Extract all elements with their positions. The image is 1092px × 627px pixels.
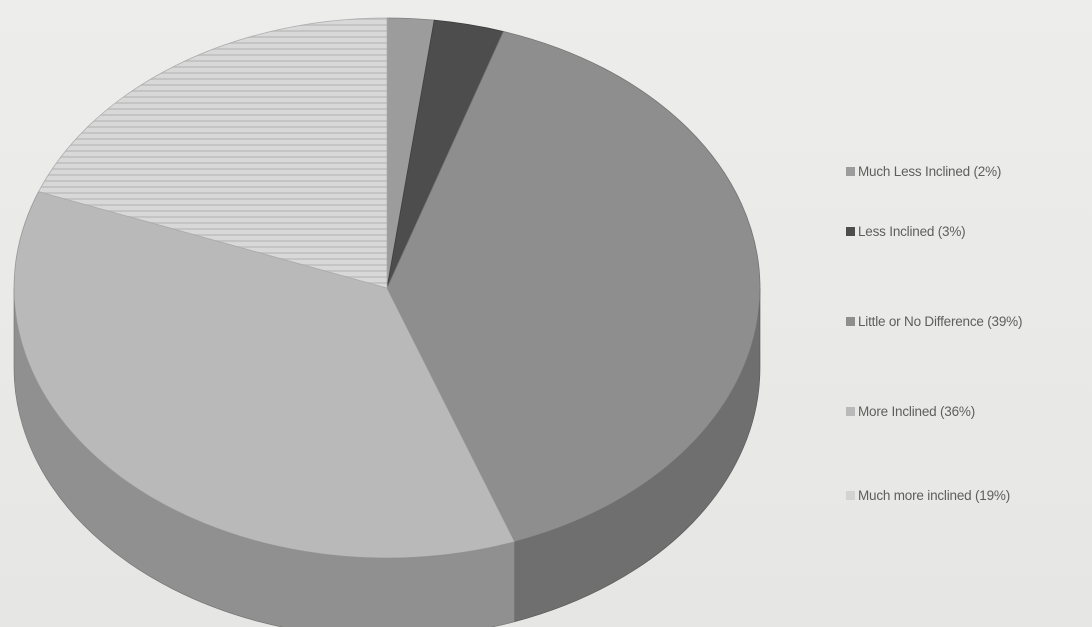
legend-swatch — [846, 227, 855, 236]
legend-label: Little or No Difference (39%) — [858, 314, 1023, 329]
legend-item: Much Less Inclined (2%) — [846, 164, 1001, 179]
legend-item: Little or No Difference (39%) — [846, 314, 1022, 329]
legend-swatch — [846, 317, 855, 326]
legend-label: Much more inclined (19%) — [858, 488, 1011, 503]
legend-item: Much more inclined (19%) — [846, 488, 1010, 503]
legend-item: More Inclined (36%) — [846, 404, 975, 419]
pie-slice — [37, 17, 388, 289]
legend-label: Less Inclined (3%) — [858, 224, 966, 239]
legend-swatch — [846, 491, 855, 500]
legend-swatch — [846, 167, 855, 176]
pie-chart — [13, 17, 761, 627]
legend-item: Less Inclined (3%) — [846, 224, 966, 239]
legend-label: Much Less Inclined (2%) — [858, 164, 1002, 179]
pie-slice — [386, 31, 761, 543]
pie-tops — [13, 17, 761, 559]
legend-swatch — [846, 407, 855, 416]
legend-label: More Inclined (36%) — [858, 404, 976, 419]
pie-slice — [13, 191, 516, 559]
